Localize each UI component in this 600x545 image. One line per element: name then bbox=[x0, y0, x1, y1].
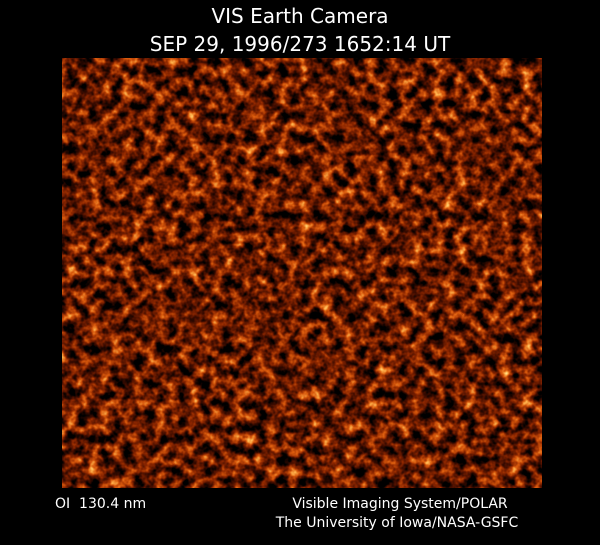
instrument: Visible Imaging System/POLAR bbox=[292, 496, 508, 512]
wavelength: OI 130.4 nm bbox=[55, 496, 146, 512]
camera-image bbox=[62, 58, 542, 488]
subtitle: SEP 29, 1996/273 1652:14 UT bbox=[150, 32, 451, 56]
institution: The University of Iowa/NASA-GSFC bbox=[275, 515, 519, 531]
title: VIS Earth Camera bbox=[211, 4, 388, 28]
